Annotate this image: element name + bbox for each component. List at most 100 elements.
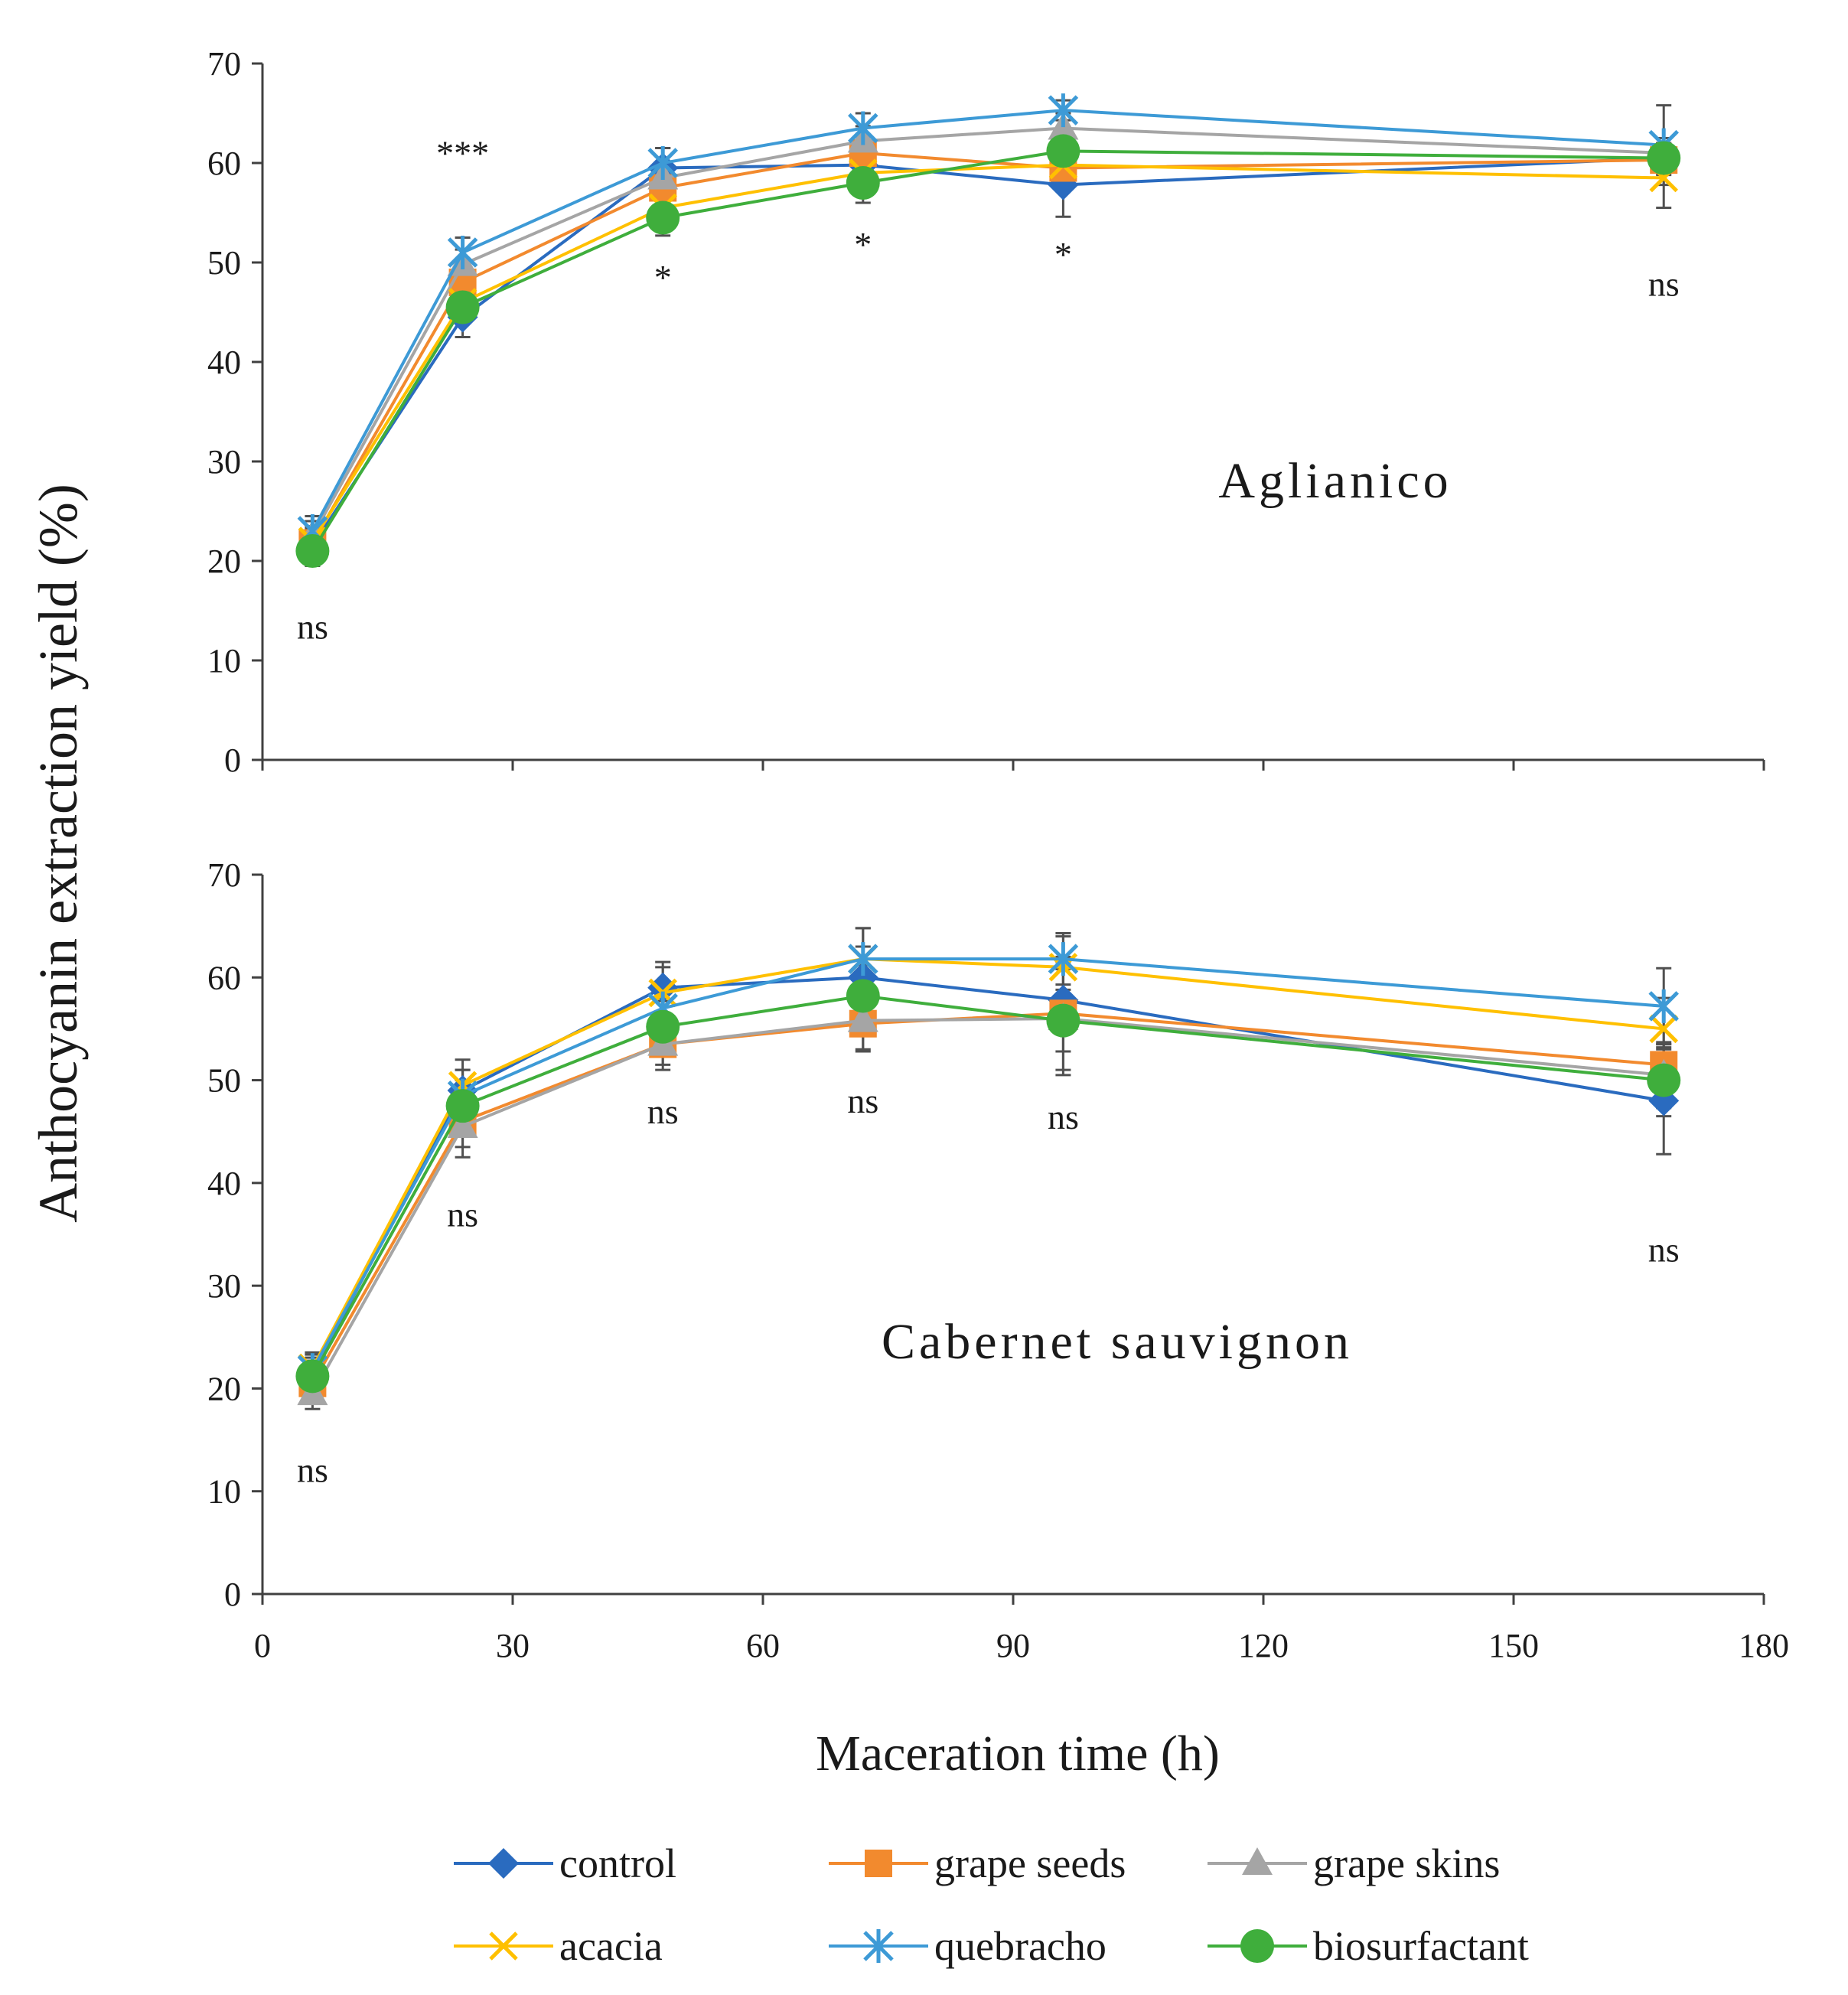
series-line-quebracho	[311, 957, 1664, 1371]
legend-label: quebracho	[934, 1923, 1107, 1969]
y-tick-label: 20	[207, 1370, 241, 1407]
data-point-biosurfactant	[846, 166, 880, 200]
series-line-grape-seeds	[311, 1012, 1664, 1384]
significance-label: *	[854, 225, 872, 264]
series-grape-seeds	[298, 139, 1678, 557]
series-line-grape-skins	[311, 1016, 1664, 1395]
data-point-biosurfactant	[295, 534, 330, 568]
data-point-grape-skins	[447, 1110, 478, 1138]
data-point-biosurfactant	[646, 1009, 680, 1044]
data-point-grape-skins	[847, 1004, 878, 1032]
error-bars	[305, 99, 1672, 567]
y-tick-label: 50	[207, 244, 241, 282]
legend-entry-grape-seeds: grape seeds	[829, 1840, 1126, 1886]
data-point-quebracho	[447, 236, 478, 269]
x-tick-label: 30	[496, 1627, 530, 1664]
panel-cabernet-sauvignon: Cabernet sauvignon 0 10 20 30 40 50 60 70 0 30 60 9…	[207, 856, 1789, 1664]
series-line-acacia	[311, 957, 1664, 1369]
significance-label: ns	[297, 608, 328, 647]
x-tick-label: 180	[1739, 1627, 1789, 1664]
legend-marker	[1242, 1847, 1273, 1875]
data-point-biosurfactant	[1647, 1063, 1681, 1097]
y-axis-title: Anthocyanin extraction yield (%)	[28, 484, 89, 1223]
legend-marker	[488, 1848, 519, 1879]
y-tick-label: 30	[207, 1267, 241, 1305]
significance-label: ns	[1048, 1097, 1079, 1136]
legend-entry-quebracho: quebracho	[829, 1923, 1107, 1969]
legend-marker	[1240, 1929, 1274, 1963]
significance-label: *	[1054, 235, 1072, 274]
panel-title-cabernet-sauvignon: Cabernet sauvignon	[882, 1314, 1353, 1370]
significance-label: ns	[647, 1092, 679, 1131]
data-point-quebracho	[1048, 93, 1079, 128]
data-point-quebracho	[848, 942, 878, 976]
legend-entry-acacia: acacia	[454, 1923, 663, 1969]
y-tick-label: 0	[224, 1576, 241, 1613]
data-point-acacia	[1649, 1014, 1678, 1044]
x-tick-label: 90	[996, 1627, 1030, 1664]
axes: 0 10 20 30 40 50 60 70	[207, 45, 1765, 779]
series-line-biosurfactant	[311, 149, 1664, 553]
legend-label: grape seeds	[934, 1840, 1126, 1886]
data-point-biosurfactant	[846, 979, 880, 1013]
data-point-quebracho	[1648, 989, 1679, 1023]
legend-entry-biosurfactant: biosurfactant	[1208, 1923, 1529, 1969]
data-point-biosurfactant	[445, 1089, 480, 1123]
x-axis-title: Maceration time (h)	[816, 1726, 1220, 1781]
significance-labels: ns***** *ns	[297, 134, 1680, 647]
axes: 0 10 20 30 40 50 60 70 0 30 60 90 120 150 180	[207, 856, 1789, 1664]
legend-label: acacia	[559, 1923, 663, 1969]
series-acacia	[298, 150, 1678, 556]
significance-labels: ns ns ns ns ns ns	[297, 1081, 1680, 1489]
x-tick-label: 60	[746, 1627, 780, 1664]
legend-label: control	[559, 1840, 676, 1886]
series-line-acacia	[311, 163, 1664, 543]
series-line-grape-seeds	[311, 151, 1664, 544]
x-tick-label: 0	[254, 1627, 271, 1664]
data-point-biosurfactant	[295, 1359, 330, 1394]
y-tick-label: 70	[207, 856, 241, 894]
legend-entry-grape-skins: grape skins	[1208, 1840, 1500, 1886]
legend-entry-control: control	[454, 1840, 676, 1886]
legend-label: grape skins	[1313, 1840, 1500, 1886]
series-line-control	[311, 156, 1664, 547]
series-biosurfactant	[295, 979, 1681, 1394]
y-tick-label: 40	[207, 1165, 241, 1202]
y-tick-label: 60	[207, 145, 241, 182]
legend-label: biosurfactant	[1313, 1923, 1529, 1969]
significance-label: ***	[436, 134, 489, 173]
significance-label: ns	[297, 1450, 328, 1489]
legend-marker	[489, 1931, 518, 1961]
legend-marker	[865, 1850, 892, 1877]
y-tick-label: 70	[207, 45, 241, 83]
data-point-biosurfactant	[445, 290, 480, 324]
series-line-quebracho	[311, 109, 1664, 532]
data-point-biosurfactant	[1046, 1003, 1080, 1038]
y-tick-label: 10	[207, 1473, 241, 1511]
y-tick-label: 30	[207, 443, 241, 481]
series-control	[297, 142, 1680, 562]
y-tick-label: 20	[207, 543, 241, 580]
y-tick-label: 10	[207, 642, 241, 680]
x-tick-label: 120	[1238, 1627, 1289, 1664]
panel-title-aglianico: Aglianico	[1218, 453, 1452, 509]
data-point-biosurfactant	[1647, 141, 1681, 175]
y-tick-label: 50	[207, 1062, 241, 1100]
significance-label: ns	[1648, 265, 1680, 304]
data-point-quebracho	[647, 146, 678, 180]
y-tick-label: 0	[224, 742, 241, 779]
legend: control grape seeds grape skins acacia quebr…	[454, 1840, 1529, 1969]
y-tick-label: 60	[207, 959, 241, 996]
y-tick-label: 40	[207, 344, 241, 381]
significance-label: ns	[1648, 1230, 1680, 1269]
data-point-biosurfactant	[646, 200, 680, 235]
series-biosurfactant	[295, 134, 1681, 568]
series-line-biosurfactant	[311, 994, 1664, 1377]
significance-label: ns	[447, 1195, 478, 1234]
legend-marker	[863, 1929, 894, 1963]
data-point-quebracho	[1048, 942, 1079, 976]
significance-label: *	[654, 258, 672, 297]
data-point-quebracho	[848, 111, 878, 145]
